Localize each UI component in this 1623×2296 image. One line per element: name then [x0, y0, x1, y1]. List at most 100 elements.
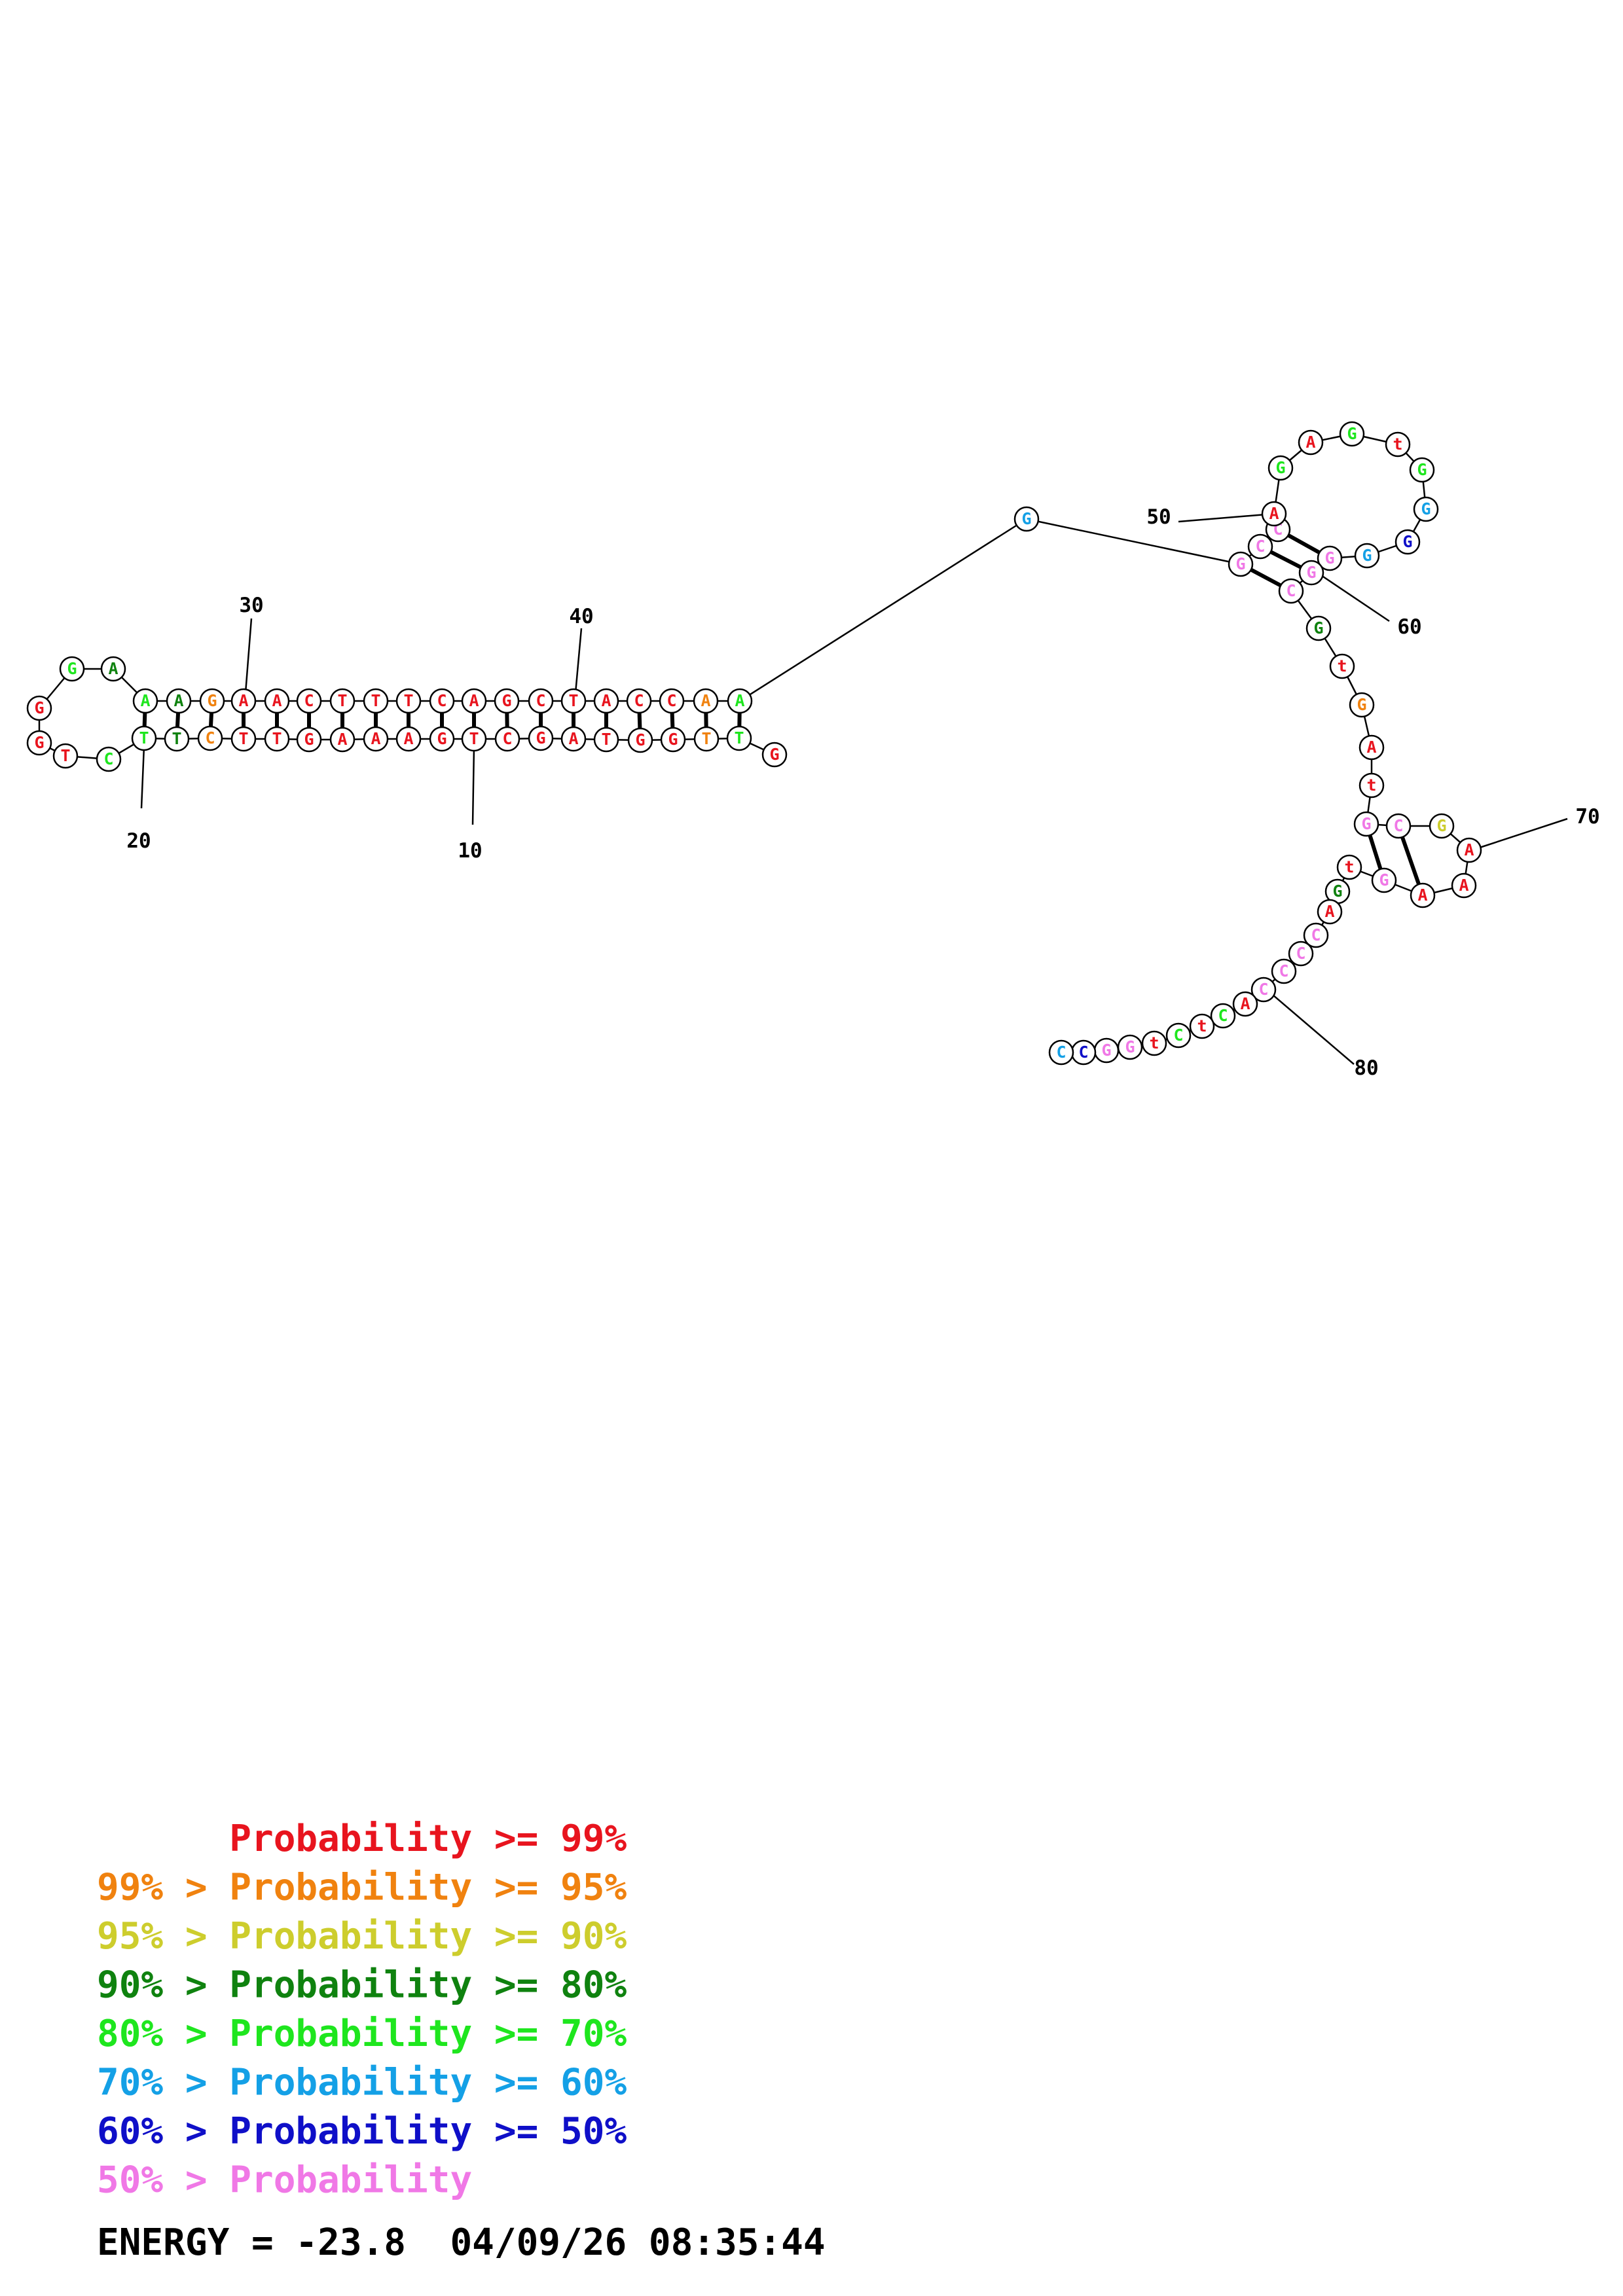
- nucleotide-base: G: [1347, 424, 1357, 443]
- nucleotide-base: C: [1311, 925, 1321, 944]
- nucleotide-58: G: [1354, 543, 1380, 569]
- nucleotide-51: G: [1267, 455, 1294, 481]
- nucleotide-29: G: [199, 688, 225, 714]
- nucleotide-85: t: [1141, 1030, 1167, 1056]
- nucleotide-64: G: [1349, 692, 1375, 718]
- nucleotide-46: G: [1013, 506, 1040, 532]
- nucleotide-circle: [1278, 578, 1304, 604]
- nucleotide-base: G: [437, 729, 447, 748]
- nucleotide-60: G: [1298, 560, 1324, 586]
- nucleotide-circle: [395, 688, 422, 714]
- nucleotide-base: A: [568, 729, 578, 748]
- nucleotide-52: A: [1298, 429, 1324, 456]
- nucleotide-base: G: [1275, 458, 1285, 477]
- nucleotide-base: T: [601, 730, 611, 749]
- nucleotide-circle: [1317, 899, 1343, 925]
- nucleotide-9: C: [494, 726, 520, 752]
- nucleotide-circle: [726, 725, 752, 751]
- nucleotide-base: t: [1393, 435, 1402, 454]
- index-label-50: 50: [1146, 505, 1171, 529]
- nucleotide-78: C: [1288, 941, 1314, 967]
- nucleotide-82: C: [1210, 1003, 1236, 1029]
- legend-line-2: 99% > Probability >= 95%: [97, 1867, 627, 1909]
- nucleotide-base: C: [1056, 1043, 1066, 1062]
- nucleotide-48: C: [1247, 533, 1273, 560]
- nucleotide-circle: [1385, 813, 1412, 839]
- nucleotide-base: C: [634, 691, 644, 710]
- nucleotide-base: T: [337, 691, 347, 710]
- nucleotide-circle: [1354, 543, 1380, 569]
- nucleotide-circle: [132, 688, 158, 714]
- nucleotide-base: A: [173, 691, 183, 710]
- nucleotide-circle: [1305, 615, 1332, 641]
- nucleotide-circle: [166, 688, 192, 714]
- nucleotide-39: C: [528, 688, 554, 714]
- nucleotide-base: G: [668, 730, 678, 749]
- nucleotide-base: A: [272, 691, 282, 710]
- nucleotide-base: G: [769, 745, 779, 764]
- nucleotide-base: A: [701, 691, 710, 710]
- nucleotide-circle: [1247, 533, 1273, 560]
- legend-line-6: 70% > Probability >= 60%: [97, 2062, 627, 2104]
- nucleotide-base: T: [172, 729, 181, 748]
- nucleotide-87: G: [1093, 1037, 1120, 1064]
- nucleotide-base: A: [1459, 876, 1468, 895]
- legend-line-1: Probability >= 99%: [97, 1818, 627, 1860]
- legend-line-7: 60% > Probability >= 50%: [97, 2110, 627, 2153]
- nucleotide-circle: [1303, 922, 1329, 948]
- legend-line-8: 50% > Probability: [97, 2159, 472, 2202]
- nucleotide-41: A: [593, 688, 619, 714]
- nucleotide-circle: [329, 726, 356, 753]
- nucleotide-6: T: [593, 726, 619, 753]
- nucleotide-base: G: [1125, 1037, 1135, 1056]
- nucleotide-4: G: [660, 726, 686, 753]
- nucleotide-25: G: [59, 656, 85, 682]
- nucleotide-base: G: [536, 728, 545, 747]
- nucleotide-base: t: [1344, 857, 1354, 876]
- legend-line-4: 90% > Probability >= 80%: [97, 1964, 627, 2007]
- nucleotide-base: A: [601, 691, 611, 710]
- nucleotide-circle: [1349, 692, 1375, 718]
- nucleotide-69: G: [1429, 813, 1455, 839]
- nucleotide-circle: [1336, 854, 1362, 880]
- nucleotide-circle: [1385, 431, 1411, 457]
- nucleotide-81: A: [1232, 991, 1258, 1017]
- nucleotide-20: T: [131, 725, 157, 751]
- nucleotide-15: G: [296, 726, 322, 753]
- nucleotide-base: G: [1313, 619, 1323, 637]
- index-tick: [244, 618, 253, 694]
- nucleotide-base: T: [139, 728, 149, 747]
- nucleotide-53: G: [1339, 421, 1365, 447]
- nucleotide-circle: [1456, 837, 1482, 863]
- nucleotide-base: C: [1258, 980, 1268, 999]
- nucleotide-circle: [26, 730, 52, 756]
- nucleotide-18: C: [197, 725, 223, 751]
- nucleotide-circle: [461, 688, 487, 714]
- nucleotide-base: t: [1197, 1016, 1207, 1035]
- nucleotide-base: T: [469, 729, 479, 748]
- nucleotide-base: t: [1337, 656, 1347, 675]
- nucleotide-base: G: [67, 659, 77, 678]
- nucleotide-50: A: [1261, 501, 1287, 527]
- nucleotide-base: T: [701, 729, 711, 748]
- nucleotide-circle: [395, 726, 422, 752]
- nucleotide-circle: [761, 742, 788, 768]
- nucleotide-circle: [230, 688, 257, 714]
- nucleotide-47: G: [1228, 551, 1254, 577]
- nucleotide-circle: [1429, 813, 1455, 839]
- nucleotide-79: C: [1271, 958, 1297, 984]
- index-tick: [471, 746, 475, 825]
- nucleotide-base: C: [1296, 944, 1305, 963]
- nucleotide-14: A: [329, 726, 356, 753]
- nucleotide-base: C: [1393, 816, 1403, 835]
- nucleotide-circle: [1451, 872, 1477, 899]
- index-ticks: 10 20 30 40 50 60 70 80: [126, 505, 1599, 1080]
- nucleotide-circle: [264, 688, 290, 714]
- nucleotide-circle: [1298, 429, 1324, 456]
- nucleotide-12: A: [395, 726, 422, 752]
- nucleotide-circle: [96, 746, 122, 772]
- nucleotide-circle: [1232, 991, 1258, 1017]
- nucleotide-base: T: [403, 691, 413, 710]
- nucleotide-base: A: [108, 659, 118, 678]
- nucleotide-base: G: [1021, 509, 1031, 528]
